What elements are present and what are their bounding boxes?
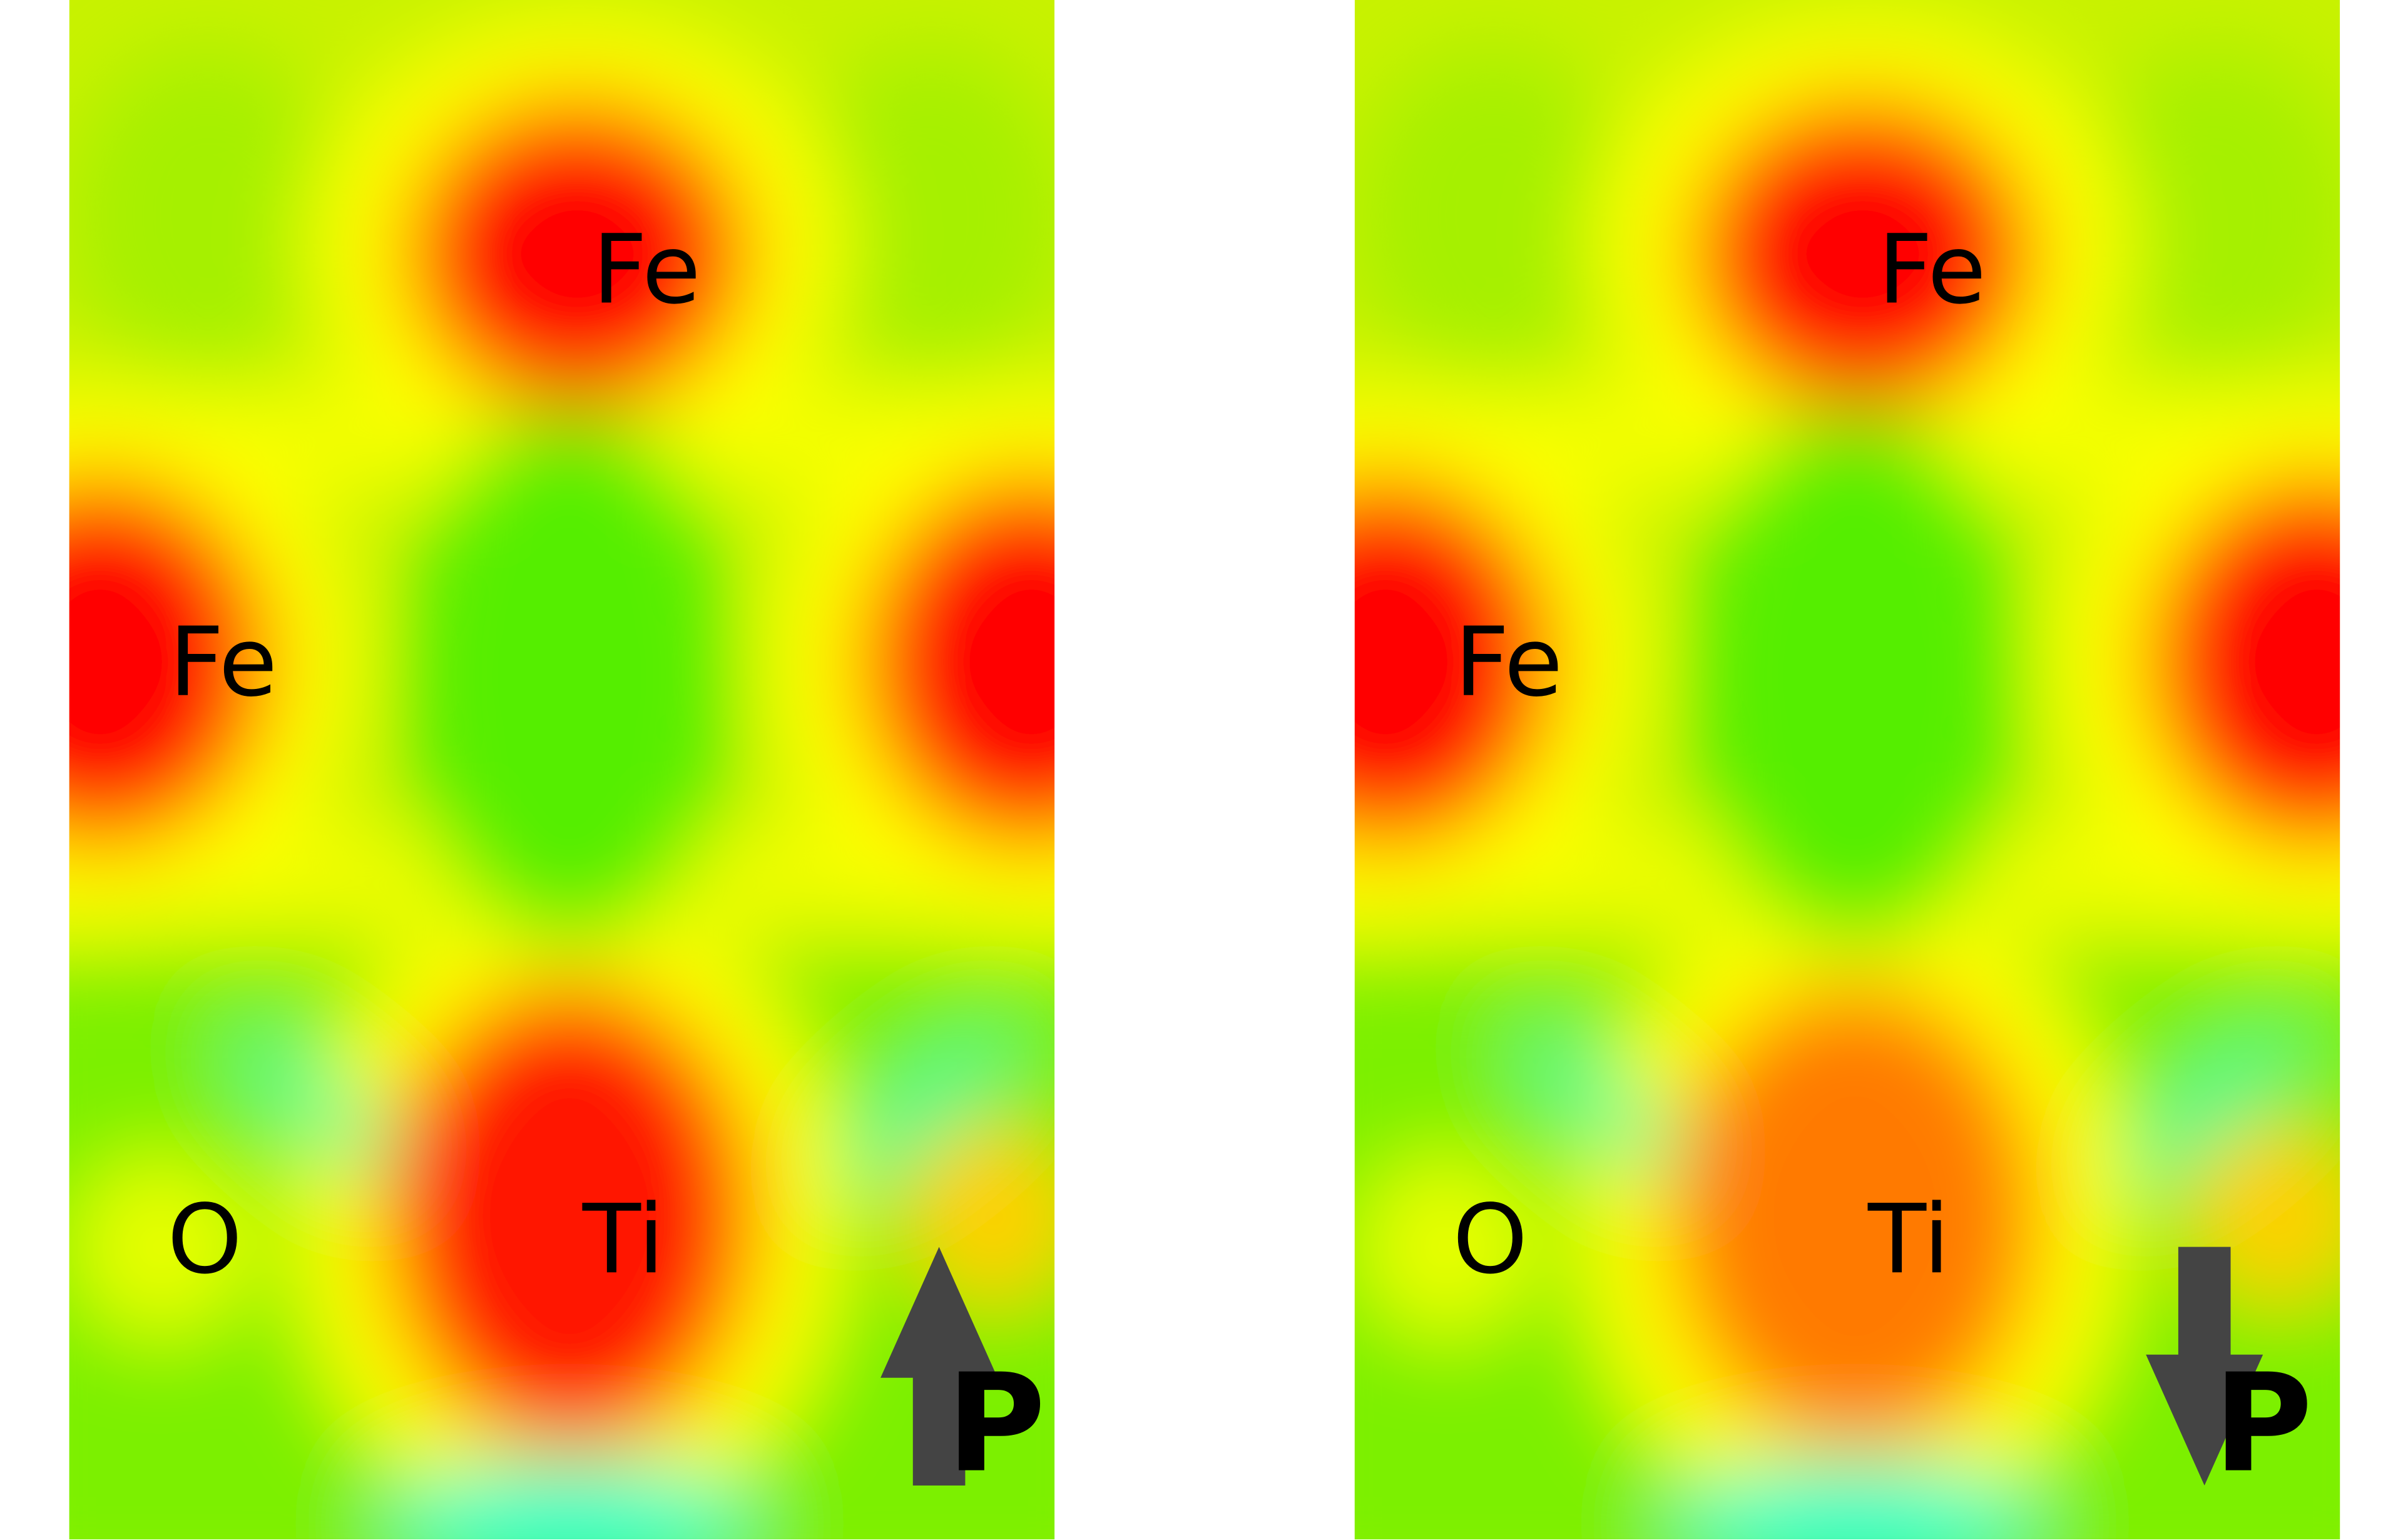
density-map	[1354, 0, 2340, 1540]
map-region	[862, 477, 1055, 847]
map-region	[69, 46, 347, 385]
polarization-arrow-shaft	[2178, 1247, 2231, 1370]
map-region	[2147, 477, 2340, 847]
map-region	[69, 477, 270, 847]
map-region	[1670, 1462, 2040, 1540]
map-region	[400, 407, 739, 947]
polarization-arrow-head	[2146, 1354, 2263, 1486]
map-region	[2078, 46, 2340, 385]
map-region	[233, 1031, 414, 1186]
atom-label: Fe	[1878, 214, 1986, 325]
map-region	[762, 385, 1055, 939]
map-region	[1670, 985, 2040, 1447]
map-region	[1354, 46, 1632, 385]
atom-label: Ti	[582, 1183, 665, 1295]
atom-label: O	[1452, 1183, 1528, 1295]
map-region	[385, 1462, 755, 1540]
map-region	[1693, 99, 2033, 408]
polarization-label: P	[2213, 1345, 2313, 1503]
atom-label: O	[167, 1183, 242, 1295]
map-region	[385, 985, 755, 1447]
map-field	[1354, 15, 2340, 1540]
density-panel: Fe Fe Ti O P	[1354, 0, 2340, 1540]
map-region	[407, 99, 747, 408]
map-region	[1354, 477, 1555, 847]
map-region	[1685, 407, 2024, 947]
density-map	[69, 0, 1055, 1540]
map-region	[2118, 1031, 2300, 1186]
map-region	[1518, 1031, 1699, 1186]
map-region	[833, 1031, 1014, 1186]
map-region	[69, 1155, 254, 1340]
atom-label: Ti	[1867, 1183, 1950, 1295]
map-field	[69, 15, 1055, 1540]
atom-label: Fe	[593, 214, 701, 325]
map-region	[792, 46, 1055, 385]
atom-label: Fe	[1454, 606, 1563, 718]
polarization-arrow-head	[880, 1247, 998, 1378]
polarization-label: P	[946, 1345, 1046, 1503]
density-panel: Fe Fe Ti O P	[69, 0, 1055, 1540]
map-region	[1354, 1155, 1539, 1340]
atom-label: Fe	[169, 606, 277, 718]
